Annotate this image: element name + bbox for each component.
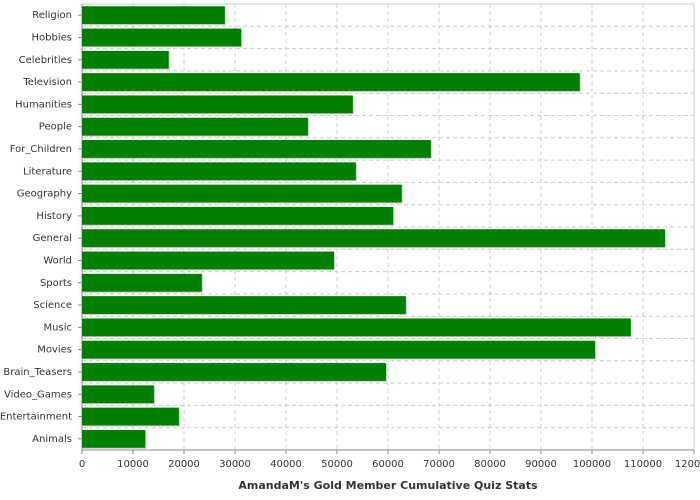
x-tick-label: 0: [79, 459, 85, 470]
x-tick-label: 120000: [675, 459, 700, 470]
bar: [82, 229, 665, 248]
x-tick-label: 110000: [624, 459, 662, 470]
bar: [82, 340, 596, 359]
bar: [82, 184, 402, 203]
y-tick-label: For_Children: [10, 144, 72, 155]
y-tick-label: Brain_Teasers: [3, 367, 72, 378]
x-tick-label: 20000: [168, 459, 200, 470]
y-tick-label: Television: [22, 77, 72, 88]
x-tick-label: 50000: [321, 459, 353, 470]
x-tick-label: 100000: [573, 459, 611, 470]
bar: [82, 385, 154, 404]
bar: [82, 28, 242, 47]
y-tick-label: People: [39, 122, 72, 133]
bar: [82, 407, 179, 426]
bar: [82, 95, 353, 114]
y-tick-label: World: [43, 255, 72, 266]
bar: [82, 50, 169, 69]
y-tick-label: General: [33, 233, 72, 244]
bar: [82, 162, 356, 181]
y-tick-label: Music: [44, 322, 72, 333]
bar: [82, 73, 580, 91]
bar: [82, 117, 308, 136]
y-tick-label: Science: [33, 300, 72, 311]
x-tick-label: 30000: [219, 459, 251, 470]
y-tick-label: Entertainment: [0, 412, 72, 423]
y-tick-label: Hobbies: [32, 32, 72, 43]
bar: [82, 251, 334, 270]
y-tick-label: Literature: [23, 166, 72, 177]
bar: [82, 363, 386, 381]
x-tick-label: 70000: [423, 459, 455, 470]
bar: [82, 140, 431, 158]
x-tick-label: 40000: [270, 459, 302, 470]
bar: [82, 318, 631, 337]
y-tick-label: Movies: [37, 345, 72, 356]
x-tick-label: 80000: [474, 459, 506, 470]
bar: [82, 273, 202, 292]
y-tick-label: Video_Games: [4, 389, 72, 400]
x-axis-title: AmandaM's Gold Member Cumulative Quiz St…: [238, 479, 538, 492]
y-tick-label: Geography: [17, 189, 72, 200]
bar: [82, 6, 225, 25]
x-tick-label: 60000: [372, 459, 404, 470]
bar: [82, 429, 146, 448]
bar: [82, 206, 394, 225]
y-tick-label: Celebrities: [19, 55, 72, 66]
y-tick-label: History: [36, 211, 72, 222]
y-tick-label: Religion: [32, 10, 72, 21]
x-tick-label: 10000: [117, 459, 149, 470]
y-tick-label: Humanities: [15, 99, 72, 110]
x-tick-label: 90000: [525, 459, 557, 470]
y-tick-label: Animals: [32, 434, 72, 445]
y-tick-label: Sports: [40, 278, 72, 289]
bar: [82, 296, 406, 314]
